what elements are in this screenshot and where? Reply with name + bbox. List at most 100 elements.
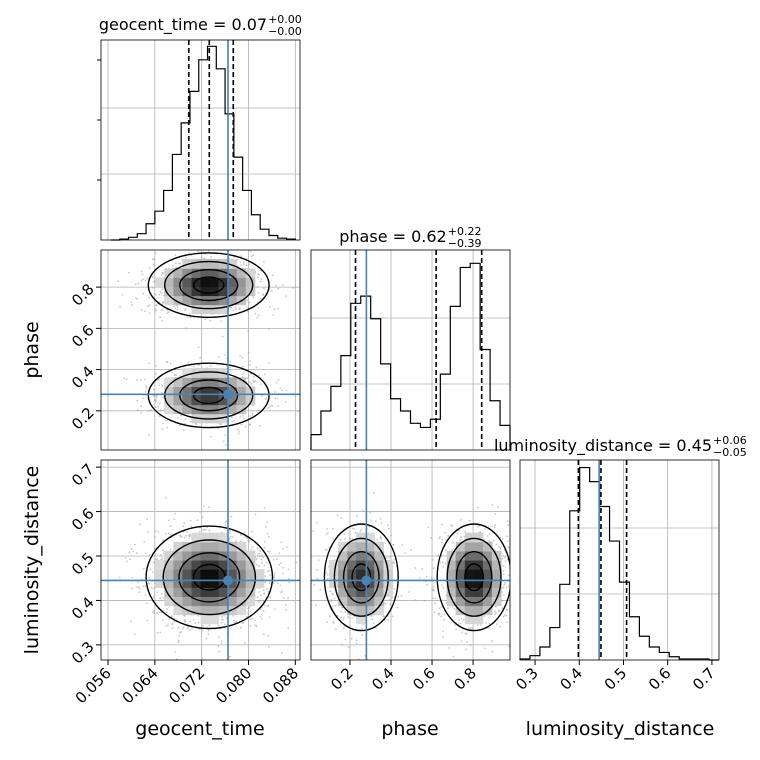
scatter-point bbox=[263, 546, 266, 549]
scatter-point bbox=[143, 567, 145, 570]
scatter-point bbox=[297, 410, 300, 413]
scatter-point bbox=[260, 383, 263, 385]
density-cell bbox=[227, 277, 238, 287]
x-tick-label: 0.7 bbox=[689, 664, 719, 694]
scatter-point bbox=[331, 592, 334, 595]
density-cell bbox=[191, 286, 202, 297]
scatter-point bbox=[171, 264, 174, 267]
density-cell bbox=[464, 532, 475, 543]
density-cells bbox=[155, 532, 265, 625]
density-cell bbox=[365, 560, 375, 570]
scatter-point bbox=[254, 624, 257, 626]
density-cell bbox=[173, 605, 183, 616]
scatter-point bbox=[273, 608, 276, 611]
scatter-point bbox=[208, 624, 211, 626]
scatter-point bbox=[263, 373, 266, 376]
y-axis-label: phase bbox=[21, 321, 43, 378]
density-cell bbox=[236, 560, 247, 570]
density-cell bbox=[338, 550, 348, 561]
scatter-point bbox=[522, 612, 524, 614]
scatter-point bbox=[431, 577, 433, 580]
scatter-point bbox=[139, 523, 142, 526]
scatter-point bbox=[494, 523, 497, 526]
scatter-point bbox=[147, 305, 149, 308]
scatter-point bbox=[342, 627, 345, 630]
scatter-point bbox=[295, 561, 298, 564]
scatter-point bbox=[267, 535, 270, 538]
scatter-point bbox=[459, 622, 462, 625]
scatter-point bbox=[457, 623, 460, 626]
scatter-point bbox=[174, 262, 177, 265]
density-cell bbox=[173, 587, 183, 597]
scatter-point bbox=[148, 554, 151, 556]
scatter-point bbox=[162, 294, 165, 297]
scatter-point bbox=[184, 307, 187, 310]
density-cell bbox=[200, 268, 211, 278]
scatter-point bbox=[162, 597, 165, 599]
scatter-point bbox=[229, 532, 231, 534]
scatter-point bbox=[277, 307, 279, 310]
scatter-point bbox=[260, 558, 263, 561]
scatter-point bbox=[469, 627, 472, 629]
scatter-point bbox=[248, 540, 251, 542]
scatter-point bbox=[223, 353, 226, 356]
density-cell bbox=[473, 587, 484, 597]
scatter-point bbox=[451, 549, 453, 551]
density-cell bbox=[491, 587, 502, 597]
scatter-point bbox=[497, 545, 500, 548]
scatter-point bbox=[152, 596, 155, 599]
scatter-point bbox=[259, 608, 262, 611]
scatter-point bbox=[326, 573, 329, 576]
scatter-point bbox=[491, 525, 494, 528]
scatter-point bbox=[137, 282, 140, 285]
scatter-point bbox=[440, 541, 443, 544]
scatter-point bbox=[142, 292, 144, 295]
scatter-point bbox=[458, 619, 461, 621]
scatter-point bbox=[255, 366, 258, 369]
scatter-point bbox=[154, 536, 156, 538]
scatter-point bbox=[130, 548, 133, 551]
density-cell bbox=[173, 560, 183, 570]
density-cell bbox=[200, 404, 211, 415]
scatter-point bbox=[361, 634, 364, 636]
scatter-point bbox=[159, 597, 161, 600]
density-cell bbox=[200, 377, 211, 387]
scatter-point bbox=[466, 640, 468, 643]
scatter-point bbox=[249, 360, 252, 362]
density-cell bbox=[209, 578, 220, 588]
scatter-point bbox=[148, 267, 151, 269]
scatter-point bbox=[471, 627, 473, 629]
scatter-point bbox=[246, 305, 248, 308]
density-cell bbox=[209, 605, 220, 616]
density-cell bbox=[200, 569, 211, 579]
scatter-point bbox=[158, 293, 161, 296]
scatter-point bbox=[460, 618, 463, 620]
scatter-point bbox=[319, 589, 321, 591]
scatter-point bbox=[154, 293, 157, 296]
panel-frame bbox=[100, 39, 301, 241]
scatter-point bbox=[496, 506, 499, 508]
scatter-point bbox=[168, 450, 170, 452]
scatter-point bbox=[392, 544, 394, 546]
scatter-point bbox=[243, 418, 245, 420]
density-cell bbox=[473, 550, 484, 561]
scatter-point bbox=[164, 533, 167, 535]
title-minus-error: −0.05 bbox=[713, 446, 747, 459]
scatter-point bbox=[208, 529, 211, 532]
density-cell bbox=[464, 614, 475, 625]
scatter-point bbox=[443, 613, 446, 616]
scatter-point bbox=[414, 599, 417, 601]
density-cell bbox=[236, 569, 247, 579]
scatter-point bbox=[238, 430, 240, 432]
density-cell bbox=[236, 386, 247, 397]
scatter-point bbox=[153, 594, 156, 596]
density-cell bbox=[473, 569, 484, 579]
scatter-point bbox=[495, 605, 497, 608]
scatter-point bbox=[239, 415, 242, 418]
density-cell bbox=[455, 587, 466, 597]
y-tick-label: 0.6 bbox=[68, 321, 98, 351]
scatter-point bbox=[239, 354, 242, 357]
x-tick-label: 0.4 bbox=[368, 664, 398, 694]
scatter-point bbox=[140, 309, 143, 312]
scatter-point bbox=[252, 379, 255, 382]
